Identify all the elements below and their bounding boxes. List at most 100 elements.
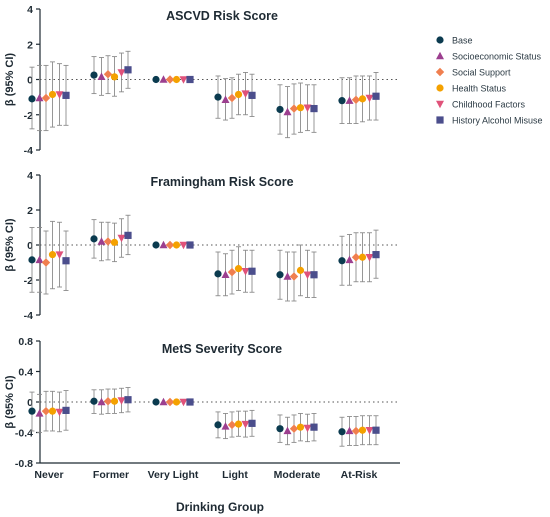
data-point <box>372 92 380 100</box>
data-point <box>186 398 194 406</box>
data-point <box>97 72 106 81</box>
data-point <box>152 75 160 84</box>
data-point <box>221 270 230 278</box>
data-point <box>351 95 361 104</box>
panel-1: 4 2 0 -2 -4 ASCVD Risk Score β (95% CI) <box>4 4 400 157</box>
data-point <box>186 75 194 84</box>
data-point <box>241 420 250 429</box>
data-point <box>90 235 98 243</box>
data-point <box>159 75 168 83</box>
data-point <box>214 270 222 278</box>
y-tick-label: 0 <box>27 397 33 409</box>
data-point <box>90 71 98 79</box>
data-point <box>48 407 57 415</box>
data-point <box>28 95 36 103</box>
data-point <box>172 241 181 249</box>
x-tick-label: Very Light <box>148 469 199 481</box>
data-point <box>372 251 380 259</box>
data-point <box>172 75 181 84</box>
data-point <box>35 93 44 102</box>
data-point <box>55 408 64 417</box>
data-point <box>248 419 256 427</box>
legend-marker <box>436 116 444 124</box>
data-point <box>303 424 312 433</box>
x-tick-label: Never <box>34 469 63 481</box>
data-point <box>110 73 119 81</box>
data-point <box>90 397 98 405</box>
x-tick-label: Former <box>93 469 129 481</box>
data-point <box>179 398 188 407</box>
legend-marker <box>435 67 445 77</box>
data-point <box>338 428 346 436</box>
data-point <box>303 104 312 112</box>
panel-title: MetS Severity Score <box>162 342 282 356</box>
y-tick-label: 2 <box>27 39 33 51</box>
y-tick-label: 0 <box>27 240 33 252</box>
x-axis-title: Drinking Group <box>176 500 264 514</box>
data-point <box>117 397 126 405</box>
data-point <box>227 420 237 430</box>
data-point <box>283 426 292 435</box>
data-point <box>179 76 188 84</box>
y-tick-label: -2 <box>24 275 33 287</box>
data-point <box>41 406 51 416</box>
y-tick-label: 0 <box>27 75 33 87</box>
y-tick-label: 4 <box>27 4 33 16</box>
y-tick-label: -0.4 <box>15 428 33 440</box>
panel-2: 4 2 0 -2 -4 Framingham Risk Score β (95% CI) <box>4 170 400 322</box>
data-point <box>248 91 256 99</box>
data-point <box>276 271 284 279</box>
data-point <box>351 426 361 436</box>
data-point <box>179 241 188 250</box>
y-tick-label: -0.8 <box>15 458 33 470</box>
data-point <box>310 423 318 431</box>
legend-label: Social Support <box>452 68 511 78</box>
data-point <box>165 75 175 84</box>
data-point <box>62 406 70 414</box>
data-point <box>276 105 284 114</box>
y-axis-label: β (95% CI) <box>4 375 16 429</box>
data-point <box>248 267 256 275</box>
data-point <box>35 409 44 417</box>
data-point <box>97 397 106 406</box>
data-point <box>358 426 367 434</box>
x-tick-label: At-Risk <box>341 469 378 481</box>
y-tick-label: -4 <box>24 310 33 322</box>
data-point <box>41 258 51 267</box>
data-point <box>159 240 168 249</box>
data-point <box>41 93 51 103</box>
data-point <box>296 266 305 274</box>
data-point <box>345 255 354 264</box>
data-point <box>296 423 305 431</box>
data-point <box>283 107 292 116</box>
panel-title: Framingham Risk Score <box>150 175 293 189</box>
panel-3: 0.8 0.4 0 -0.4 -0.8 MetS Severity Score β (95%… <box>4 336 400 481</box>
data-point <box>338 97 346 105</box>
data-point <box>214 421 222 429</box>
data-point <box>159 397 168 406</box>
data-point <box>221 422 230 430</box>
data-point <box>227 267 237 277</box>
data-point <box>289 104 299 113</box>
data-point <box>345 426 354 435</box>
data-point <box>124 396 132 404</box>
data-point <box>358 253 367 261</box>
data-point <box>117 234 126 243</box>
legend-marker <box>436 100 444 109</box>
legend-label: History Alcohol Misuse <box>452 116 543 126</box>
data-point <box>152 241 160 249</box>
data-point <box>234 420 243 428</box>
data-point <box>55 91 64 99</box>
y-tick-label: 0.8 <box>18 336 33 348</box>
legend-marker <box>436 51 444 60</box>
data-point <box>117 69 126 77</box>
data-point <box>227 93 237 103</box>
data-point <box>289 424 299 433</box>
y-tick-label: -4 <box>24 145 33 157</box>
panel-title: ASCVD Risk Score <box>166 9 278 23</box>
data-point <box>124 66 132 74</box>
data-point <box>276 425 284 433</box>
data-point <box>124 231 132 239</box>
data-point <box>103 237 113 246</box>
